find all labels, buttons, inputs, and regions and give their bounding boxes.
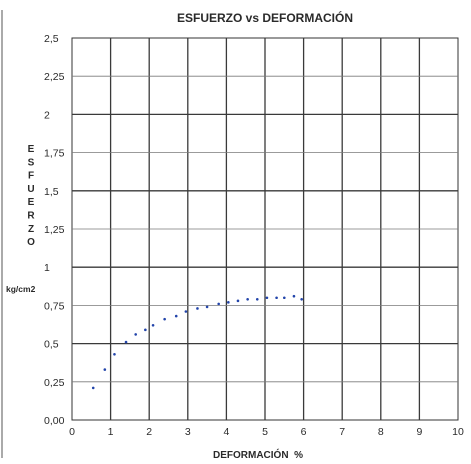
data-point (196, 307, 199, 310)
x-axis-label: DEFORMACIÓN % (213, 448, 303, 461)
data-point (255, 297, 259, 301)
y-tick-labels: 0,00 0,25 0,5 0,75 1 1,25 1,5 1,75 2 2,25 2,5 (44, 33, 65, 427)
x-tick-label: 5 (262, 426, 268, 438)
x-tick-label: 8 (378, 426, 384, 438)
data-point (91, 386, 95, 390)
data-point (163, 317, 166, 321)
y-axis-label-letter: Z (28, 224, 34, 235)
data-point (113, 352, 116, 356)
y-tick-label: 1,75 (44, 148, 65, 160)
x-tick-label: 3 (185, 426, 191, 438)
y-axis-label-letter: U (27, 184, 34, 195)
data-point (103, 368, 107, 371)
data-point (236, 299, 240, 303)
y-axis-label: ESFUERZO (27, 144, 35, 248)
data-point (292, 294, 296, 298)
grid-lines (72, 38, 458, 420)
data-point (144, 328, 147, 332)
data-point (174, 314, 178, 318)
data-point (300, 297, 303, 301)
data-point (124, 340, 128, 344)
x-tick-labels: 0 1 2 3 4 5 6 7 8 9 10 (69, 426, 464, 438)
y-tick-label: 0,75 (44, 300, 65, 312)
data-point (227, 301, 230, 304)
x-tick-label: 1 (108, 426, 114, 438)
x-tick-label: 6 (301, 426, 307, 438)
data-points (91, 294, 303, 390)
data-point (134, 333, 137, 336)
chart-title: ESFUERZO vs DEFORMACIÓN (177, 10, 353, 25)
y-tick-label: 1 (44, 262, 50, 274)
y-axis-unit: kg/cm2 (6, 284, 36, 294)
y-tick-label: 0,5 (44, 339, 59, 351)
x-tick-label: 2 (146, 426, 152, 438)
y-axis-label-letter: S (28, 157, 35, 168)
data-point (184, 310, 188, 313)
y-tick-label: 1,5 (44, 186, 59, 198)
y-tick-label: 2,25 (44, 71, 65, 83)
y-tick-label: 2,5 (44, 33, 59, 45)
x-tick-label: 9 (416, 426, 422, 438)
x-tick-label: 4 (223, 426, 229, 438)
y-axis-label-letter: E (28, 197, 35, 208)
y-tick-label: 1,25 (44, 224, 65, 236)
data-point (275, 296, 278, 300)
data-point (205, 305, 209, 309)
y-tick-label: 2 (44, 109, 50, 121)
data-point (217, 302, 220, 306)
y-tick-label: 0,25 (44, 377, 65, 389)
y-tick-label: 0,00 (44, 415, 65, 427)
data-point (151, 323, 155, 327)
y-axis-label-letter: F (28, 171, 34, 182)
y-axis-label-letter: E (28, 144, 35, 155)
x-tick-label: 10 (452, 426, 464, 438)
y-axis-label-letter: R (27, 211, 35, 222)
data-point (265, 296, 269, 300)
x-tick-label: 0 (69, 426, 75, 438)
y-axis-label-letter: O (27, 237, 35, 248)
x-tick-label: 7 (339, 426, 345, 438)
data-point (246, 297, 249, 301)
data-point (283, 296, 286, 300)
